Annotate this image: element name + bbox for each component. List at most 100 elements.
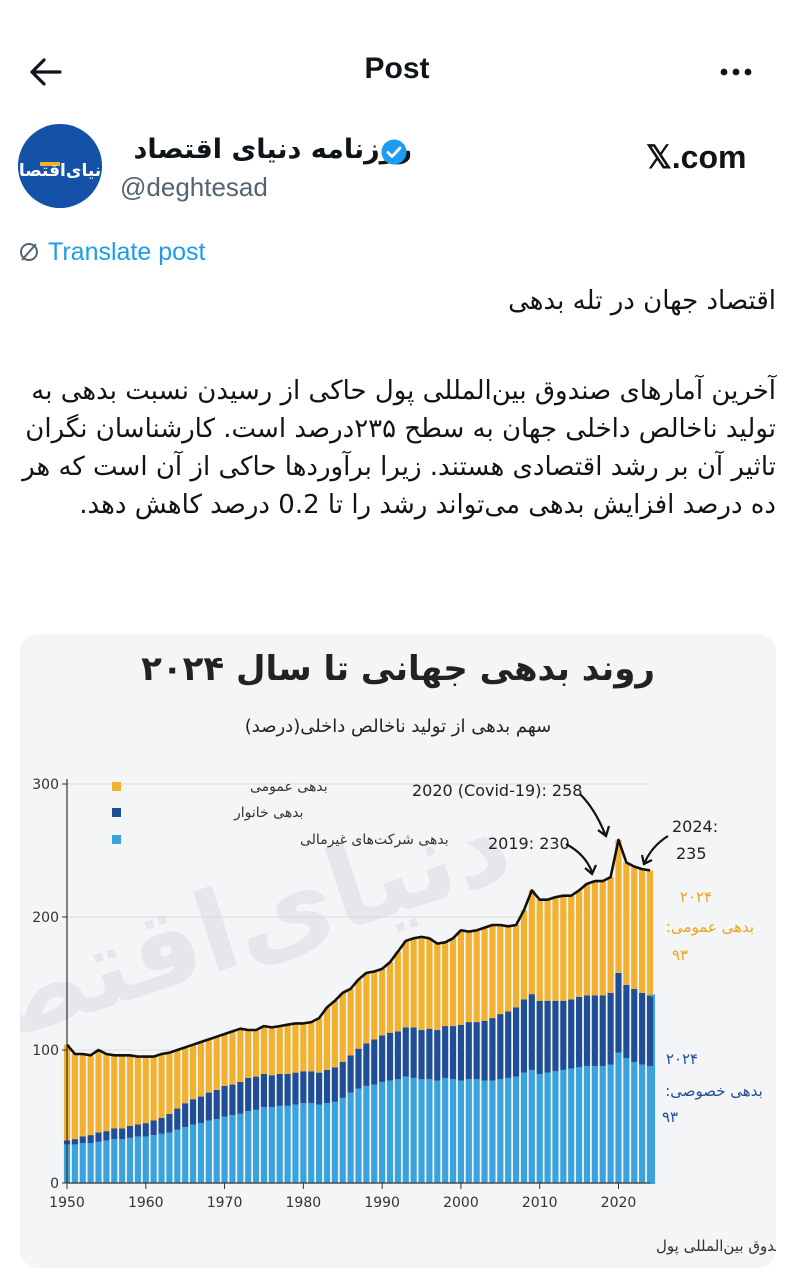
bar-corporate-1981 bbox=[308, 1103, 315, 1183]
bar-corporate-1969 bbox=[213, 1119, 220, 1183]
bar-corporate-1957 bbox=[119, 1139, 126, 1183]
bar-public-2001 bbox=[465, 931, 472, 1023]
bar-household-1970 bbox=[221, 1085, 228, 1117]
bar-corporate-1958 bbox=[126, 1137, 134, 1183]
bar-household-1974 bbox=[253, 1076, 260, 1110]
bar-public-1971 bbox=[229, 1031, 236, 1085]
bar-corporate-2008 bbox=[520, 1072, 528, 1183]
bar-household-1989 bbox=[371, 1039, 378, 1085]
back-arrow-icon[interactable] bbox=[26, 52, 66, 92]
bar-household-1991 bbox=[386, 1032, 394, 1081]
bar-public-2011 bbox=[544, 899, 551, 1001]
private-year-label: ۲۰۲۴ bbox=[666, 1050, 698, 1068]
bar-corporate-1987 bbox=[355, 1088, 362, 1183]
bar-corporate-2001 bbox=[465, 1079, 472, 1183]
more-options-icon[interactable] bbox=[716, 52, 756, 92]
bar-household-1997 bbox=[434, 1030, 441, 1081]
bar-public-1964 bbox=[174, 1050, 181, 1109]
bar-household-2000 bbox=[457, 1024, 464, 1081]
bar-corporate-1974 bbox=[253, 1109, 260, 1183]
bar-corporate-1959 bbox=[134, 1136, 141, 1183]
side-labels: ۲۰۲۴ بدهی عمومی: ۹۳ ۲۰۲۴ بدهی خصوصی: ۹۳ bbox=[650, 888, 763, 1184]
bar-public-1959 bbox=[134, 1056, 141, 1125]
bar-corporate-1972 bbox=[237, 1113, 244, 1183]
bar-public-1985 bbox=[339, 992, 346, 1062]
bar-corporate-2000 bbox=[457, 1080, 464, 1183]
bar-public-1974 bbox=[253, 1030, 260, 1077]
bar-household-1979 bbox=[292, 1072, 299, 1105]
bar-public-1958 bbox=[126, 1055, 134, 1126]
bar-corporate-1975 bbox=[260, 1107, 268, 1183]
bar-household-1972 bbox=[237, 1081, 244, 1114]
bar-household-1977 bbox=[276, 1073, 283, 1106]
bar-corporate-2022 bbox=[631, 1061, 638, 1183]
bar-public-1960 bbox=[142, 1056, 149, 1124]
legend-swatch-household bbox=[112, 808, 121, 817]
bar-public-1968 bbox=[205, 1039, 212, 1093]
bar-public-1987 bbox=[355, 979, 362, 1049]
page-title: Post bbox=[364, 52, 430, 85]
bar-public-1963 bbox=[166, 1052, 173, 1114]
bar-household-1985 bbox=[339, 1061, 346, 1098]
bar-household-1973 bbox=[245, 1077, 252, 1112]
bar-corporate-1997 bbox=[434, 1080, 441, 1183]
bar-public-1975 bbox=[260, 1026, 268, 1074]
annotation-2024-arrow bbox=[643, 835, 669, 863]
bar-public-1981 bbox=[308, 1022, 315, 1072]
bar-household-1976 bbox=[268, 1075, 275, 1108]
bar-corporate-2013 bbox=[560, 1069, 567, 1183]
y-tick-label-300: 300 bbox=[32, 777, 59, 793]
bar-corporate-1985 bbox=[339, 1097, 346, 1183]
x-tick-label-2000: 2000 bbox=[443, 1195, 479, 1211]
bar-corporate-1960 bbox=[142, 1136, 149, 1183]
bar-corporate-1995 bbox=[418, 1079, 425, 1183]
bar-public-1989 bbox=[371, 971, 378, 1040]
bar-household-1988 bbox=[363, 1043, 370, 1086]
bar-corporate-2003 bbox=[481, 1080, 488, 1183]
avatar[interactable]: دنیای‌اقتصاد bbox=[18, 124, 102, 208]
bar-household-2004 bbox=[489, 1018, 496, 1081]
bar-public-1970 bbox=[221, 1034, 228, 1086]
bar-household-1957 bbox=[119, 1128, 126, 1140]
bar-household-1984 bbox=[331, 1067, 338, 1102]
bar-public-2017 bbox=[591, 881, 598, 996]
bar-household-1962 bbox=[158, 1117, 165, 1134]
legend-swatch-corporate bbox=[112, 835, 121, 844]
bar-public-1953 bbox=[87, 1055, 94, 1136]
bar-public-1995 bbox=[418, 936, 425, 1031]
bar-public-2012 bbox=[552, 897, 559, 1001]
bar-household-1992 bbox=[394, 1031, 401, 1080]
bar-household-2018 bbox=[599, 995, 606, 1066]
bar-public-2015 bbox=[576, 890, 583, 997]
bar-household-1969 bbox=[213, 1089, 220, 1120]
bar-public-1967 bbox=[197, 1042, 205, 1097]
legend-swatch-public bbox=[112, 782, 121, 791]
bar-public-1991 bbox=[386, 962, 394, 1033]
translate-post-link[interactable]: Translate post bbox=[18, 238, 205, 267]
bar-household-1982 bbox=[316, 1072, 323, 1105]
bar-household-2016 bbox=[583, 995, 591, 1066]
bar-corporate-2009 bbox=[528, 1069, 535, 1183]
bar-corporate-1978 bbox=[284, 1105, 291, 1183]
bar-public-2016 bbox=[583, 883, 591, 996]
annotation-2024-label: 2024: bbox=[672, 817, 718, 836]
bar-household-2017 bbox=[591, 995, 598, 1066]
account-name[interactable]: روزنامه دنیای اقتصاد bbox=[133, 134, 413, 165]
bar-public-2021 bbox=[623, 862, 630, 985]
bar-household-2013 bbox=[560, 1000, 567, 1070]
bar-corporate-1965 bbox=[182, 1127, 189, 1183]
bar-public-1965 bbox=[182, 1047, 189, 1104]
bar-household-1983 bbox=[323, 1069, 331, 1104]
chart-image-card[interactable]: دنیای‌اقتصاد روند بدهی جهانی تا سال ۲۰۲۴… bbox=[20, 634, 776, 1268]
bar-household-1959 bbox=[134, 1124, 141, 1137]
bar-public-2004 bbox=[489, 924, 496, 1019]
account-handle[interactable]: @deghtesad bbox=[120, 172, 268, 202]
bar-household-1952 bbox=[79, 1136, 86, 1144]
bar-public-1993 bbox=[402, 940, 409, 1028]
bar-corporate-2012 bbox=[552, 1071, 559, 1183]
bar-household-2001 bbox=[465, 1022, 472, 1080]
bar-public-1983 bbox=[323, 1007, 331, 1070]
bar-public-2009 bbox=[528, 890, 535, 995]
bar-household-1996 bbox=[426, 1028, 433, 1080]
bar-household-2014 bbox=[568, 999, 575, 1069]
